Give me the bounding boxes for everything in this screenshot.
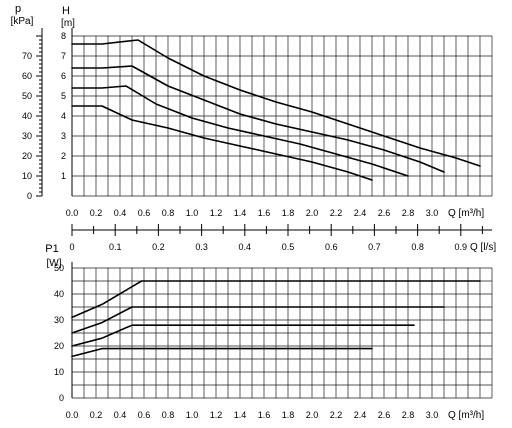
p1-tick-label: 20 — [54, 341, 64, 351]
q-lps-tick-label: 0 — [69, 242, 74, 252]
p-tick-label: 70 — [22, 51, 32, 61]
q-lps-tick-label: 0.5 — [282, 242, 295, 252]
p1-tick-label: 0 — [59, 393, 64, 403]
q-lps-tick-label: 0.1 — [109, 242, 122, 252]
q-m3h-tick-label: 3.0 — [426, 410, 439, 420]
power-curve-3 — [71, 324, 415, 347]
p-tick-label: 40 — [22, 111, 32, 121]
p1-tick-label: 10 — [54, 367, 64, 377]
p1-tick-label: 50 — [54, 263, 64, 273]
q-m3h-tick-label: 2.8 — [402, 410, 415, 420]
p-axis-label: p — [15, 3, 21, 15]
h-tick-label: 4 — [61, 111, 66, 121]
q-m3h-tick-label: 2.6 — [378, 410, 391, 420]
q-m3h-tick-label: 2.2 — [330, 208, 343, 218]
q-m3h-tick-label: 0.4 — [114, 208, 127, 218]
q-m3h-tick-label: 2.8 — [402, 208, 415, 218]
q-m3h-tick-label: 1.8 — [282, 410, 295, 420]
q-m3h-tick-label: 2.4 — [354, 208, 367, 218]
q-m3h-tick-label: 0.2 — [90, 410, 103, 420]
h-tick-label: 7 — [61, 51, 66, 61]
q-m3h-tick-label: 2.0 — [306, 410, 319, 420]
h-axis-unit: [m] — [61, 18, 75, 29]
p-tick-label: 60 — [22, 71, 32, 81]
q-m3h-tick-label: 0.6 — [138, 410, 151, 420]
q-m3h-tick-label: 0.0 — [66, 410, 79, 420]
q-m3h-tick-label: 0.2 — [90, 208, 103, 218]
p1-tick-label: 40 — [54, 289, 64, 299]
p1-axis-unit: [W] — [47, 258, 62, 269]
q-m3h-tick-label: 1.0 — [186, 208, 199, 218]
q-lps-tick-label: 0.6 — [325, 242, 338, 252]
q-m3h-tick-label: 1.6 — [258, 208, 271, 218]
h-tick-label: 2 — [61, 151, 66, 161]
p-tick-label: 50 — [22, 91, 32, 101]
q-lps-tick-label: 0.3 — [195, 242, 208, 252]
p1-tick-label: 30 — [54, 315, 64, 325]
power-curve-4 — [71, 347, 373, 358]
q-m3h-tick-label: 0.4 — [114, 410, 127, 420]
q-m3h-tick-label: 1.8 — [282, 208, 295, 218]
q-m3h-tick-label: 2.0 — [306, 208, 319, 218]
power-curve-2 — [71, 306, 445, 334]
p-tick-label: 0 — [27, 191, 32, 201]
p1-axis-label: P1 — [45, 243, 58, 255]
head-curve-3 — [71, 85, 409, 177]
q-lps-tick-label: 0.9 — [455, 242, 468, 252]
pump-head-chart: 1 2 3 4 5 6 7 8 H[m] 0 10 20 30 40 50 60 70 p[kPa] 0.0 0.2 0… — [11, 3, 493, 219]
p-tick-label: 10 — [22, 171, 32, 181]
h-tick-label: 8 — [61, 31, 66, 41]
power-consumption-chart: 0 10 20 30 40 50 P1 [W] 0.0 0.2 0.4 0.6 0.8 1.0 1.2 1.4… — [45, 243, 493, 421]
q-m3h-tick-label: 1.0 — [186, 410, 199, 420]
h-tick-label: 3 — [61, 131, 66, 141]
q-lps-tick-label: 0.4 — [239, 242, 252, 252]
q-lps-axis-label: Q [l/s] — [470, 242, 496, 253]
h-tick-label: 1 — [61, 171, 66, 181]
flow-lps-axis: 0 0.1 0.2 0.3 0.4 0.5 0.6 0.7 0.8 0.9 Q [l/s] — [69, 224, 496, 253]
q-lps-tick-label: 0.8 — [411, 242, 424, 252]
q-m3h-tick-label: 2.4 — [354, 410, 367, 420]
q-m3h-tick-label: 1.4 — [234, 208, 247, 218]
q-m3h-tick-label: 2.2 — [330, 410, 343, 420]
q-lps-tick-label: 0.7 — [368, 242, 381, 252]
head-curve-2 — [71, 65, 445, 173]
q-m3h-tick-label: 1.2 — [210, 410, 223, 420]
head-curve-4 — [71, 105, 373, 181]
q-m3h-axis-label: Q [m³/h] — [448, 410, 484, 421]
q-lps-tick-label: 0.2 — [152, 242, 165, 252]
p-tick-label: 30 — [22, 131, 32, 141]
p-axis-unit: [kPa] — [11, 16, 34, 27]
p-tick-label: 20 — [22, 151, 32, 161]
h-tick-label: 6 — [61, 71, 66, 81]
q-m3h-tick-label: 3.0 — [426, 208, 439, 218]
q-m3h-tick-label: 1.6 — [258, 410, 271, 420]
q-m3h-tick-label: 0.0 — [66, 208, 79, 218]
power-curve-1 — [71, 280, 481, 319]
q-m3h-tick-label: 2.6 — [378, 208, 391, 218]
q-m3h-tick-label: 0.8 — [162, 410, 175, 420]
head-curve-1 — [71, 39, 481, 167]
h-tick-label: 5 — [61, 91, 66, 101]
q-m3h-axis-label: Q [m³/h] — [448, 208, 484, 219]
q-m3h-tick-label: 0.6 — [138, 208, 151, 218]
q-m3h-tick-label: 1.4 — [234, 410, 247, 420]
q-m3h-tick-label: 1.2 — [210, 208, 223, 218]
q-m3h-tick-label: 0.8 — [162, 208, 175, 218]
h-axis-label: H — [62, 5, 70, 17]
